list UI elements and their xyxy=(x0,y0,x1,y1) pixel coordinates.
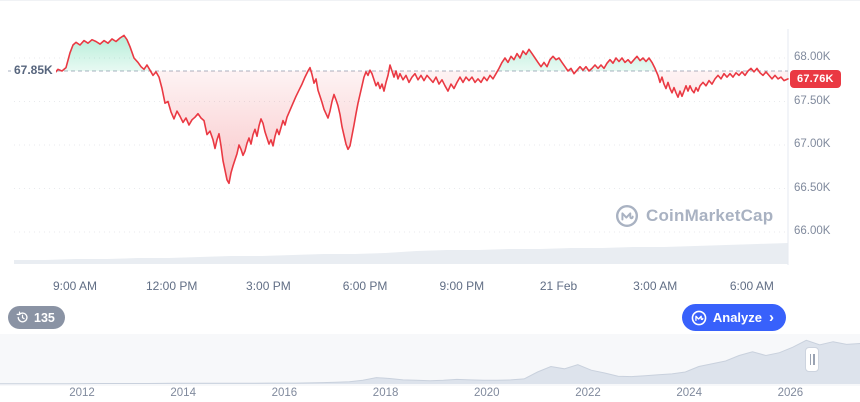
coinmarketcap-logo-icon xyxy=(615,204,639,228)
main-chart[interactable]: 67.85K 67.76K 68.00K 67.50K 67.00K 66.50K 66… xyxy=(0,1,860,271)
time-axis-label: 12:00 PM xyxy=(146,279,198,293)
date-range-minimap[interactable] xyxy=(0,334,860,386)
coinmarketcap-logo-icon xyxy=(691,310,707,325)
time-axis-label: 3:00 AM xyxy=(633,279,678,293)
range-handle[interactable] xyxy=(805,347,819,372)
time-axis-label: 21 Feb xyxy=(539,279,578,293)
year-label: 2018 xyxy=(372,387,399,399)
y-axis-label: 68.00K xyxy=(794,51,831,63)
y-axis-label: 66.50K xyxy=(794,181,831,194)
y-axis-label: 67.50K xyxy=(794,94,831,107)
year-label: 2016 xyxy=(271,387,298,399)
y-axis-label: 66.00K xyxy=(794,225,831,237)
year-label: 2012 xyxy=(69,387,95,399)
baseline-price-label: 67.85K xyxy=(11,63,56,78)
time-axis-label: 9:00 AM xyxy=(52,279,98,293)
year-label: 2024 xyxy=(676,387,702,399)
analyze-label: Analyze xyxy=(712,310,762,325)
coinmarketcap-watermark: CoinMarketCap xyxy=(615,204,773,228)
time-axis: 9:00 AM 12:00 PM 3:00 PM 6:00 PM 9:00 PM 21 F… xyxy=(0,278,860,296)
history-icon xyxy=(16,311,28,323)
watermark-text: CoinMarketCap xyxy=(646,206,774,225)
price-chart-svg[interactable] xyxy=(0,1,860,271)
year-axis: 2012 2014 2016 2018 2020 2022 2024 2026 xyxy=(0,387,860,402)
minimap-chart[interactable] xyxy=(0,334,860,386)
history-count-badge[interactable]: 135 xyxy=(8,306,65,329)
year-label: 2020 xyxy=(474,387,500,399)
current-price-badge: 67.76K xyxy=(790,69,841,88)
time-axis-label: 3:00 PM xyxy=(246,279,291,293)
chevron-right-icon: › xyxy=(769,309,774,326)
year-label: 2014 xyxy=(170,387,196,399)
time-axis-label: 6:00 PM xyxy=(342,279,388,293)
time-axis-label: 6:00 AM xyxy=(729,279,774,293)
analyze-button[interactable]: Analyze › xyxy=(681,304,786,331)
time-axis-label: 9:00 PM xyxy=(439,279,485,293)
history-count: 135 xyxy=(34,310,55,325)
year-label: 2026 xyxy=(777,387,804,399)
y-axis-label: 67.00K xyxy=(794,138,831,150)
year-label: 2022 xyxy=(575,387,601,399)
